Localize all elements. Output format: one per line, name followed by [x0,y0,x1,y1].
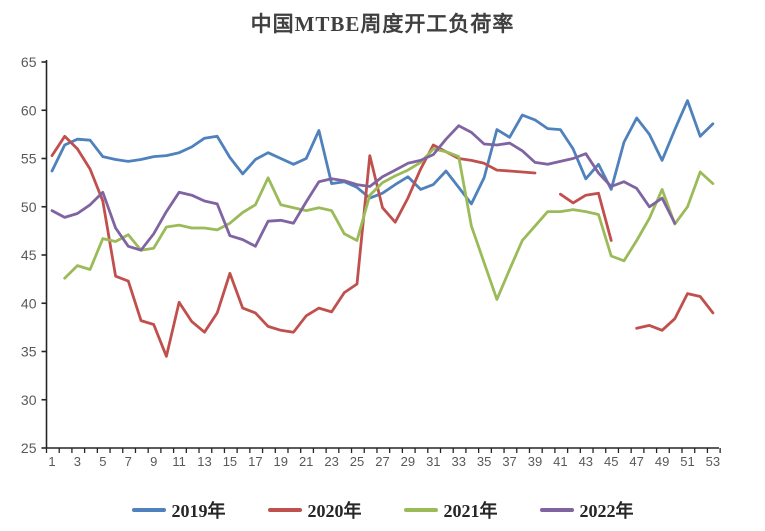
legend-item-2020: 2020年 [267,497,362,523]
svg-text:1: 1 [48,454,55,469]
legend-item-2019: 2019年 [131,497,226,523]
svg-text:60: 60 [21,102,37,118]
legend-label-2022: 2022年 [579,501,634,521]
svg-text:23: 23 [324,454,338,469]
svg-text:53: 53 [706,454,720,469]
legend-swatch-2022-icon [539,507,574,513]
svg-text:30: 30 [21,392,37,408]
svg-text:49: 49 [655,454,669,469]
legend: 2019年 2020年 2021年 2022年 [0,497,765,523]
svg-text:7: 7 [125,454,132,469]
svg-text:43: 43 [579,454,593,469]
svg-text:41: 41 [553,454,567,469]
chart-title: 中国MTBE周度开工负荷率 [250,12,515,36]
svg-text:15: 15 [223,454,237,469]
svg-text:37: 37 [502,454,516,469]
svg-text:33: 33 [451,454,465,469]
svg-text:55: 55 [21,151,37,167]
svg-text:25: 25 [21,440,37,456]
svg-text:65: 65 [21,54,37,70]
legend-label-2019: 2019年 [171,501,226,521]
svg-text:50: 50 [21,199,37,215]
legend-swatch-2019-icon [131,507,166,513]
legend-label-2020: 2020年 [307,501,362,521]
svg-text:45: 45 [21,247,37,263]
svg-text:25: 25 [350,454,364,469]
svg-text:29: 29 [401,454,415,469]
legend-item-2022: 2022年 [539,497,634,523]
svg-text:27: 27 [375,454,389,469]
svg-text:17: 17 [248,454,262,469]
legend-swatch-2020-icon [267,507,302,513]
svg-text:47: 47 [629,454,643,469]
svg-text:45: 45 [604,454,618,469]
svg-text:5: 5 [99,454,106,469]
legend-item-2021: 2021年 [403,497,498,523]
svg-text:35: 35 [21,344,37,360]
legend-label-2021: 2021年 [443,501,498,521]
svg-text:31: 31 [426,454,440,469]
svg-text:51: 51 [680,454,694,469]
svg-text:39: 39 [528,454,542,469]
svg-text:13: 13 [197,454,211,469]
svg-text:35: 35 [477,454,491,469]
svg-text:19: 19 [274,454,288,469]
legend-swatch-2021-icon [403,507,438,513]
svg-text:21: 21 [299,454,313,469]
svg-text:40: 40 [21,295,37,311]
svg-text:3: 3 [74,454,81,469]
svg-text:9: 9 [150,454,157,469]
svg-text:11: 11 [172,454,186,469]
